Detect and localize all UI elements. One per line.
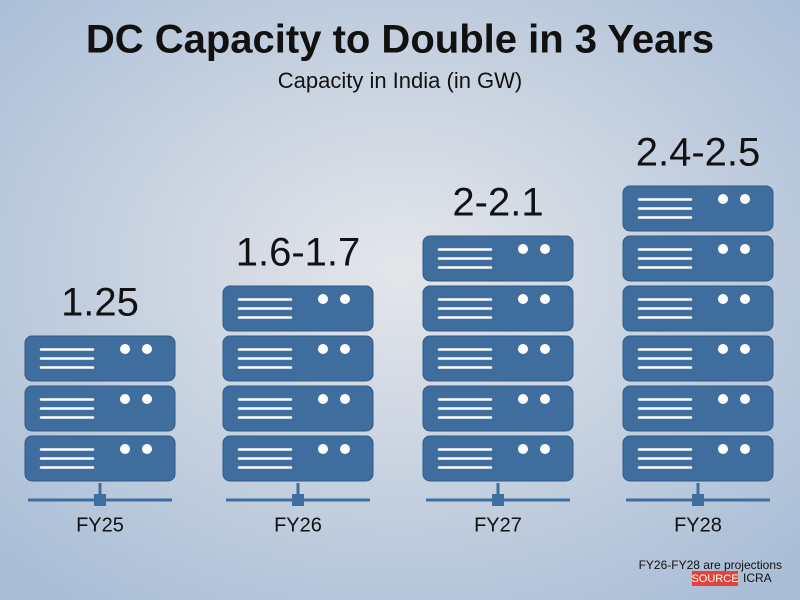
server-led: [740, 344, 750, 354]
server-unit: [622, 285, 774, 332]
server-unit: [222, 335, 374, 382]
server-led: [718, 394, 728, 404]
x-tick-label: FY26: [274, 514, 322, 536]
server-led: [540, 294, 550, 304]
server-stack: [422, 235, 574, 482]
server-led: [540, 244, 550, 254]
server-unit: [622, 435, 774, 482]
server-unit: [622, 335, 774, 382]
server-led: [340, 394, 350, 404]
server-unit: [24, 335, 176, 382]
source-badge: [692, 571, 738, 586]
server-led: [318, 394, 328, 404]
server-unit: [222, 435, 374, 482]
server-led: [540, 344, 550, 354]
server-led: [318, 294, 328, 304]
server-led: [318, 344, 328, 354]
server-unit: [622, 185, 774, 232]
server-led: [718, 244, 728, 254]
server-led: [518, 244, 528, 254]
server-led: [718, 194, 728, 204]
connector-node: [292, 494, 304, 506]
value-label: 1.25: [61, 281, 139, 325]
server-led: [740, 394, 750, 404]
x-tick-label: FY25: [76, 514, 124, 536]
server-led: [740, 244, 750, 254]
server-stack: [622, 185, 774, 482]
server-stack: [24, 335, 176, 482]
server-led: [540, 444, 550, 454]
value-label: 2-2.1: [452, 181, 543, 225]
chart-subtitle: Capacity in India (in GW): [278, 68, 523, 93]
connector-node: [692, 494, 704, 506]
server-led: [740, 194, 750, 204]
connector-node: [94, 494, 106, 506]
server-led: [318, 444, 328, 454]
server-led: [518, 344, 528, 354]
server-unit: [422, 435, 574, 482]
value-label: 2.4-2.5: [636, 131, 761, 175]
server-unit: [24, 385, 176, 432]
server-led: [340, 444, 350, 454]
server-unit: [422, 235, 574, 282]
server-led: [718, 294, 728, 304]
server-led: [340, 344, 350, 354]
server-unit: [622, 385, 774, 432]
server-unit: [422, 385, 574, 432]
server-unit: [24, 435, 176, 482]
server-led: [518, 394, 528, 404]
value-label: 1.6-1.7: [236, 231, 361, 275]
server-stack: [222, 285, 374, 482]
server-unit: [422, 335, 574, 382]
server-led: [518, 444, 528, 454]
note: FY26-FY28 are projections: [639, 558, 782, 572]
server-led: [740, 294, 750, 304]
server-unit: [222, 285, 374, 332]
server-led: [142, 344, 152, 354]
server-led: [120, 344, 130, 354]
server-led: [518, 294, 528, 304]
source: ICRA: [743, 571, 772, 585]
server-led: [740, 444, 750, 454]
connector-node: [492, 494, 504, 506]
server-led: [120, 394, 130, 404]
server-unit: [622, 235, 774, 282]
server-led: [718, 444, 728, 454]
server-unit: [222, 385, 374, 432]
server-led: [142, 444, 152, 454]
server-led: [540, 394, 550, 404]
server-led: [718, 344, 728, 354]
x-tick-label: FY28: [674, 514, 722, 536]
server-led: [340, 294, 350, 304]
server-led: [142, 394, 152, 404]
chart-title: DC Capacity to Double in 3 Years: [86, 18, 714, 62]
source-label: SOURCE: [691, 573, 738, 585]
x-tick-label: FY27: [474, 514, 522, 536]
server-led: [120, 444, 130, 454]
server-unit: [422, 285, 574, 332]
